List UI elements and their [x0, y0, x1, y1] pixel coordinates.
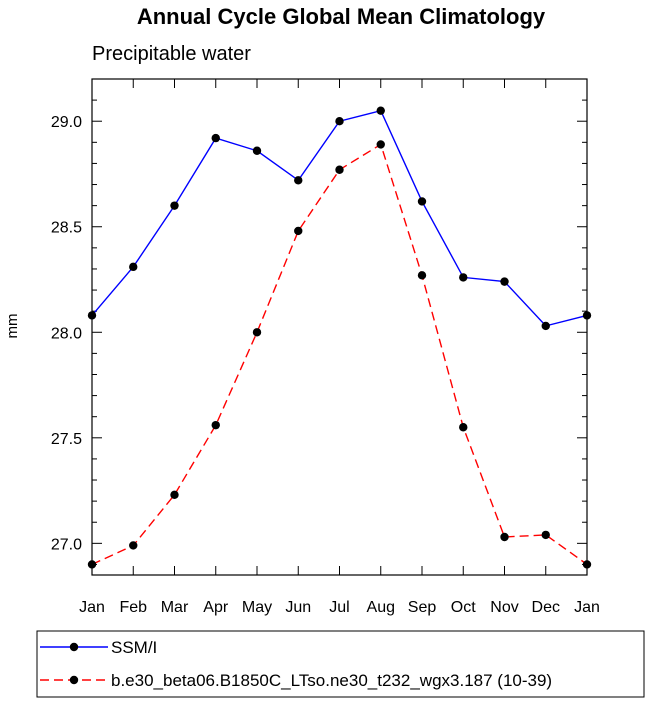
y-tick-label: 28.5 [51, 220, 82, 237]
data-point-series-2 [252, 328, 262, 337]
data-point-series-2 [294, 226, 303, 236]
legend-box [36, 630, 645, 698]
data-point-series-1 [252, 146, 262, 155]
data-point-series-1 [335, 117, 344, 126]
data-point-series-2 [541, 530, 550, 540]
data-point-series-1 [500, 277, 509, 286]
data-point-series-2 [211, 420, 220, 430]
x-tick-label: Nov [490, 599, 518, 616]
x-tick-label: Mar [161, 599, 189, 616]
legend-marker-1 [69, 642, 79, 652]
tick-labels: Jan Feb Mar Apr May Jun Jul Aug Sep Oct Nov Dec Jan 2… [51, 114, 600, 616]
y-tick-label: 28.0 [51, 325, 82, 342]
legend-label-1: SSM/I [111, 638, 157, 657]
series-line-2 [91, 143, 588, 566]
legend-marker-2 [69, 675, 79, 685]
series-markers [87, 106, 592, 569]
x-tick-label: Dec [532, 599, 560, 616]
data-point-series-2 [417, 271, 427, 280]
x-tick-label: May [242, 599, 272, 616]
data-point-series-2 [500, 532, 509, 542]
axis-ticks [91, 78, 588, 575]
data-point-series-1 [417, 197, 427, 206]
data-point-series-2 [129, 541, 138, 550]
data-point-series-1 [459, 273, 468, 282]
y-tick-label: 27.0 [51, 536, 82, 553]
data-point-series-1 [170, 201, 179, 210]
x-tick-label: Sep [408, 599, 437, 616]
data-point-series-2 [459, 423, 468, 432]
legend: SSM/I b.e30_beta06.B1850C_LTso.ne30_t232_… [36, 630, 645, 698]
data-point-series-1 [582, 311, 592, 320]
data-point-series-1 [87, 311, 97, 320]
y-axis-label: mm [4, 314, 21, 339]
x-tick-label: Jan [574, 599, 600, 616]
series-line-1 [91, 109, 588, 327]
x-tick-label: Jul [329, 599, 349, 616]
data-point-series-1 [129, 262, 138, 272]
data-point-series-2 [582, 560, 592, 569]
x-tick-label: Oct [451, 599, 476, 616]
x-tick-label: Apr [203, 599, 229, 616]
chart-subtitle: Precipitable water [92, 43, 251, 65]
y-tick-label: 29.0 [51, 114, 82, 131]
data-point-series-2 [335, 165, 344, 174]
series-lines [91, 109, 588, 566]
plot-border [91, 78, 588, 576]
x-tick-label: Jun [285, 599, 311, 616]
x-tick-label: Jan [79, 599, 105, 616]
chart-title: Annual Cycle Global Mean Climatology [137, 4, 546, 29]
legend-label-2: b.e30_beta06.B1850C_LTso.ne30_t232_wgx3.… [111, 671, 552, 690]
x-tick-label: Feb [119, 599, 147, 616]
data-point-series-1 [294, 176, 303, 185]
x-tick-label: Aug [367, 599, 395, 616]
data-point-series-2 [376, 140, 385, 149]
plot-frame [91, 78, 588, 576]
data-point-series-2 [87, 560, 97, 569]
data-point-series-2 [170, 490, 179, 499]
data-point-series-1 [541, 321, 550, 331]
data-point-series-1 [376, 106, 385, 115]
data-point-series-1 [211, 133, 220, 143]
y-tick-label: 27.5 [51, 431, 82, 448]
